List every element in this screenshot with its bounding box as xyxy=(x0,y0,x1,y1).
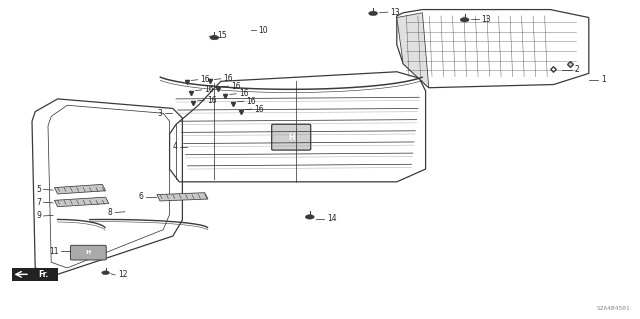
FancyBboxPatch shape xyxy=(272,124,311,150)
Text: 15: 15 xyxy=(218,31,227,40)
Text: 2: 2 xyxy=(574,65,579,74)
Polygon shape xyxy=(157,193,208,201)
Text: 4: 4 xyxy=(173,142,178,151)
Circle shape xyxy=(369,11,378,16)
Text: 9: 9 xyxy=(36,211,41,220)
Circle shape xyxy=(460,18,469,22)
Polygon shape xyxy=(54,197,109,207)
Text: 16: 16 xyxy=(223,74,233,83)
Circle shape xyxy=(210,35,219,40)
Text: 16: 16 xyxy=(246,97,256,106)
FancyBboxPatch shape xyxy=(70,245,106,260)
Text: H: H xyxy=(288,133,294,142)
Text: SZA4B4501: SZA4B4501 xyxy=(596,306,630,311)
Text: 16: 16 xyxy=(200,75,210,84)
Circle shape xyxy=(305,215,314,219)
Text: 16: 16 xyxy=(207,96,216,105)
Text: 8: 8 xyxy=(108,208,113,217)
Text: 13: 13 xyxy=(481,15,491,24)
Text: 7: 7 xyxy=(36,198,41,207)
Text: 16: 16 xyxy=(254,105,264,114)
Text: 16: 16 xyxy=(231,82,241,91)
Text: Fr.: Fr. xyxy=(38,270,49,279)
Polygon shape xyxy=(397,13,429,88)
Text: 16: 16 xyxy=(239,89,248,98)
Text: 12: 12 xyxy=(118,271,127,279)
Text: H: H xyxy=(86,249,91,255)
FancyBboxPatch shape xyxy=(12,268,58,281)
Text: 16: 16 xyxy=(204,85,214,94)
Text: 1: 1 xyxy=(601,75,605,84)
Polygon shape xyxy=(54,184,106,194)
Text: 6: 6 xyxy=(138,192,143,201)
Text: 10: 10 xyxy=(259,26,268,35)
Text: 11: 11 xyxy=(49,247,59,256)
Text: 3: 3 xyxy=(157,109,163,118)
Circle shape xyxy=(102,271,109,275)
Text: 13: 13 xyxy=(390,8,400,17)
Text: 5: 5 xyxy=(36,185,41,194)
Text: 14: 14 xyxy=(327,214,337,223)
